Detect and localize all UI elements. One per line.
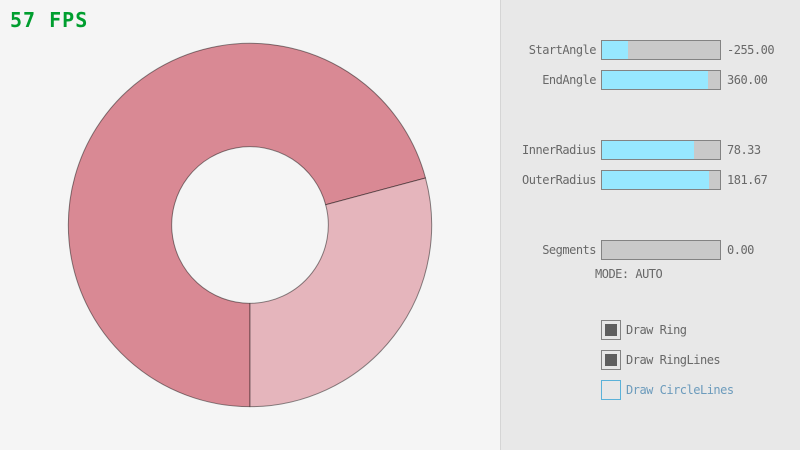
endangle-slider-row: EndAngle 360.00 [501,70,800,90]
endangle-label: EndAngle [542,73,596,87]
endangle-value: 360.00 [727,73,768,87]
segments-mode-text: MODE: AUTO [595,267,663,281]
draw-ringlines-checkbox[interactable] [601,350,621,370]
outerradius-slider-row: OuterRadius 181.67 [501,170,800,190]
innerradius-value: 78.33 [727,143,761,157]
ring-sector-double-coverage [67,42,427,408]
outerradius-slider[interactable] [601,170,721,190]
checkmark-icon [605,324,617,336]
innerradius-slider-fill [602,141,695,159]
checkmark-icon [605,354,617,366]
fps-counter: 57 FPS [10,8,89,32]
draw-circlelines-checkbox-row: Draw CircleLines [601,380,734,400]
startangle-slider[interactable] [601,40,721,60]
ring-drawing-canvas[interactable] [0,0,500,450]
startangle-slider-row: StartAngle -255.00 [501,40,800,60]
draw-ring-checkbox[interactable] [601,320,621,340]
outerradius-label: OuterRadius [522,173,596,187]
outerradius-value: 181.67 [727,173,768,187]
endangle-slider-fill [602,71,709,89]
segments-label: Segments [542,243,596,257]
draw-circlelines-label: Draw CircleLines [626,383,734,397]
draw-circlelines-checkbox[interactable] [601,380,621,400]
draw-ringlines-label: Draw RingLines [626,353,721,367]
ring-sector-single-coverage [249,177,433,408]
draw-ringlines-checkbox-row: Draw RingLines [601,350,721,370]
outerradius-slider-fill [602,171,710,189]
draw-ring-label: Draw Ring [626,323,687,337]
draw-ring-checkbox-row: Draw Ring [601,320,687,340]
innerradius-slider[interactable] [601,140,721,160]
control-panel: StartAngle -255.00 EndAngle 360.00 Inner… [500,0,800,450]
segments-value: 0.00 [727,243,754,257]
segments-slider[interactable] [601,240,721,260]
startangle-value: -255.00 [727,43,775,57]
innerradius-slider-row: InnerRadius 78.33 [501,140,800,160]
endangle-slider[interactable] [601,70,721,90]
startangle-label: StartAngle [528,43,597,57]
segments-slider-row: Segments 0.00 [501,240,800,260]
startangle-slider-fill [602,41,628,59]
innerradius-label: InnerRadius [522,143,596,157]
